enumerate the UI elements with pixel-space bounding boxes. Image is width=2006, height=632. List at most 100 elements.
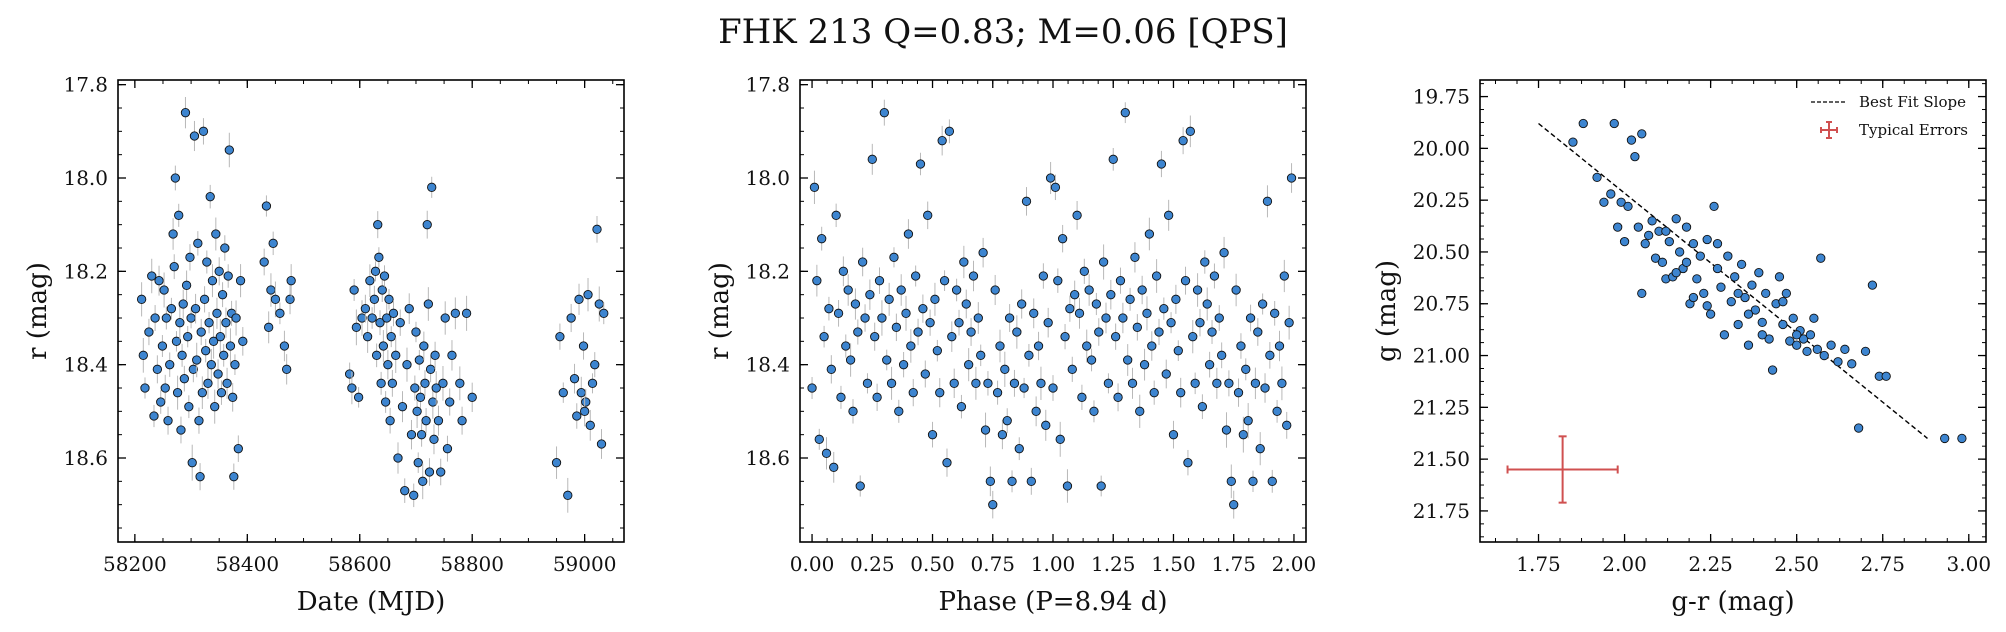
data-point: [1045, 173, 1056, 183]
data-point: [397, 402, 408, 412]
data-point: [163, 416, 173, 426]
data-point: [411, 327, 421, 337]
data-point: [193, 238, 203, 248]
data-point: [436, 467, 446, 477]
data-point: [1740, 292, 1750, 303]
data-point: [402, 360, 412, 370]
data-point: [923, 210, 933, 220]
data-point: [206, 360, 216, 370]
data-point: [1113, 392, 1123, 402]
data-point: [175, 318, 185, 328]
data-point: [217, 290, 228, 300]
y-axis-label: r (mag): [705, 262, 735, 360]
data-point: [551, 458, 562, 468]
axes-frame: [1479, 79, 1987, 543]
data-point: [362, 332, 373, 342]
data-point: [400, 486, 410, 496]
data-point: [961, 299, 971, 309]
data-point: [1661, 226, 1671, 236]
data-point: [375, 318, 385, 328]
data-point: [156, 397, 166, 407]
data-point: [1084, 285, 1094, 295]
data-point: [1139, 360, 1150, 370]
data-point: [1272, 406, 1282, 416]
data-point: [988, 500, 998, 510]
data-point: [1709, 201, 1719, 212]
y-tick-label: 18.6: [745, 446, 790, 470]
data-point: [966, 327, 976, 337]
data-point: [378, 341, 389, 351]
data-point: [166, 304, 177, 314]
data-point: [147, 271, 157, 281]
data-point: [152, 364, 163, 374]
data-point: [1188, 332, 1198, 342]
data-point: [445, 397, 455, 407]
data-point: [376, 378, 386, 388]
data-point: [894, 406, 904, 416]
data-point: [1630, 152, 1640, 162]
data-point: [1736, 259, 1747, 270]
data-point: [1592, 172, 1602, 183]
data-point: [384, 294, 394, 304]
data-point: [855, 481, 865, 491]
data-point: [198, 126, 209, 136]
data-point: [906, 341, 916, 351]
x-tick-label: 0.75: [970, 552, 1015, 576]
data-point: [442, 444, 453, 454]
data-point: [196, 327, 206, 337]
data-point: [259, 257, 269, 267]
data-point: [1183, 458, 1193, 468]
data-point: [1176, 388, 1186, 398]
y-tick-label: 21.00: [1413, 344, 1470, 368]
data-point: [365, 276, 375, 286]
data-point: [154, 276, 164, 286]
data-point: [1712, 263, 1723, 274]
data-point: [1733, 288, 1743, 299]
data-point: [1805, 330, 1816, 340]
data-point: [954, 318, 964, 328]
x-tick-label: 1.75: [1516, 552, 1561, 576]
data-point: [223, 271, 233, 281]
data-point: [1132, 322, 1142, 332]
data-point: [1166, 318, 1176, 328]
data-point: [222, 378, 232, 388]
x-tick-label: 0.00: [790, 552, 835, 576]
y-tick-label: 17.8: [63, 73, 108, 97]
axes-frame: [799, 79, 1307, 543]
data-point: [951, 285, 962, 295]
data-point: [233, 444, 243, 454]
data-point: [566, 313, 576, 323]
data-point: [149, 411, 159, 421]
data-point: [140, 383, 150, 393]
data-point: [1207, 327, 1217, 337]
data-point: [353, 392, 364, 402]
data-point: [208, 336, 219, 346]
data-point: [1757, 330, 1767, 340]
data-point: [387, 378, 398, 388]
data-point: [1726, 297, 1736, 307]
data-point: [1754, 268, 1764, 278]
data-point: [1267, 476, 1277, 486]
data-point: [386, 332, 396, 342]
data-point: [838, 266, 849, 276]
data-point: [1816, 253, 1826, 263]
data-point: [1781, 288, 1792, 299]
data-point: [1168, 430, 1179, 440]
plot-area: [807, 99, 1297, 519]
data-point: [814, 434, 824, 444]
legend-error-swatch: [1820, 121, 1838, 139]
x-tick-label: 59000: [553, 552, 617, 576]
x-tick-label: 3.00: [1947, 552, 1992, 576]
data-point: [1705, 309, 1716, 319]
data-point: [183, 332, 193, 342]
data-point: [181, 280, 192, 290]
data-point: [1038, 271, 1049, 281]
data-point: [1688, 292, 1699, 303]
y-tick-label: 21.25: [1413, 395, 1470, 419]
data-point: [286, 276, 296, 286]
data-point: [1214, 313, 1224, 323]
data-point: [1860, 346, 1871, 357]
data-point: [1657, 257, 1668, 267]
data-point: [1688, 239, 1699, 249]
